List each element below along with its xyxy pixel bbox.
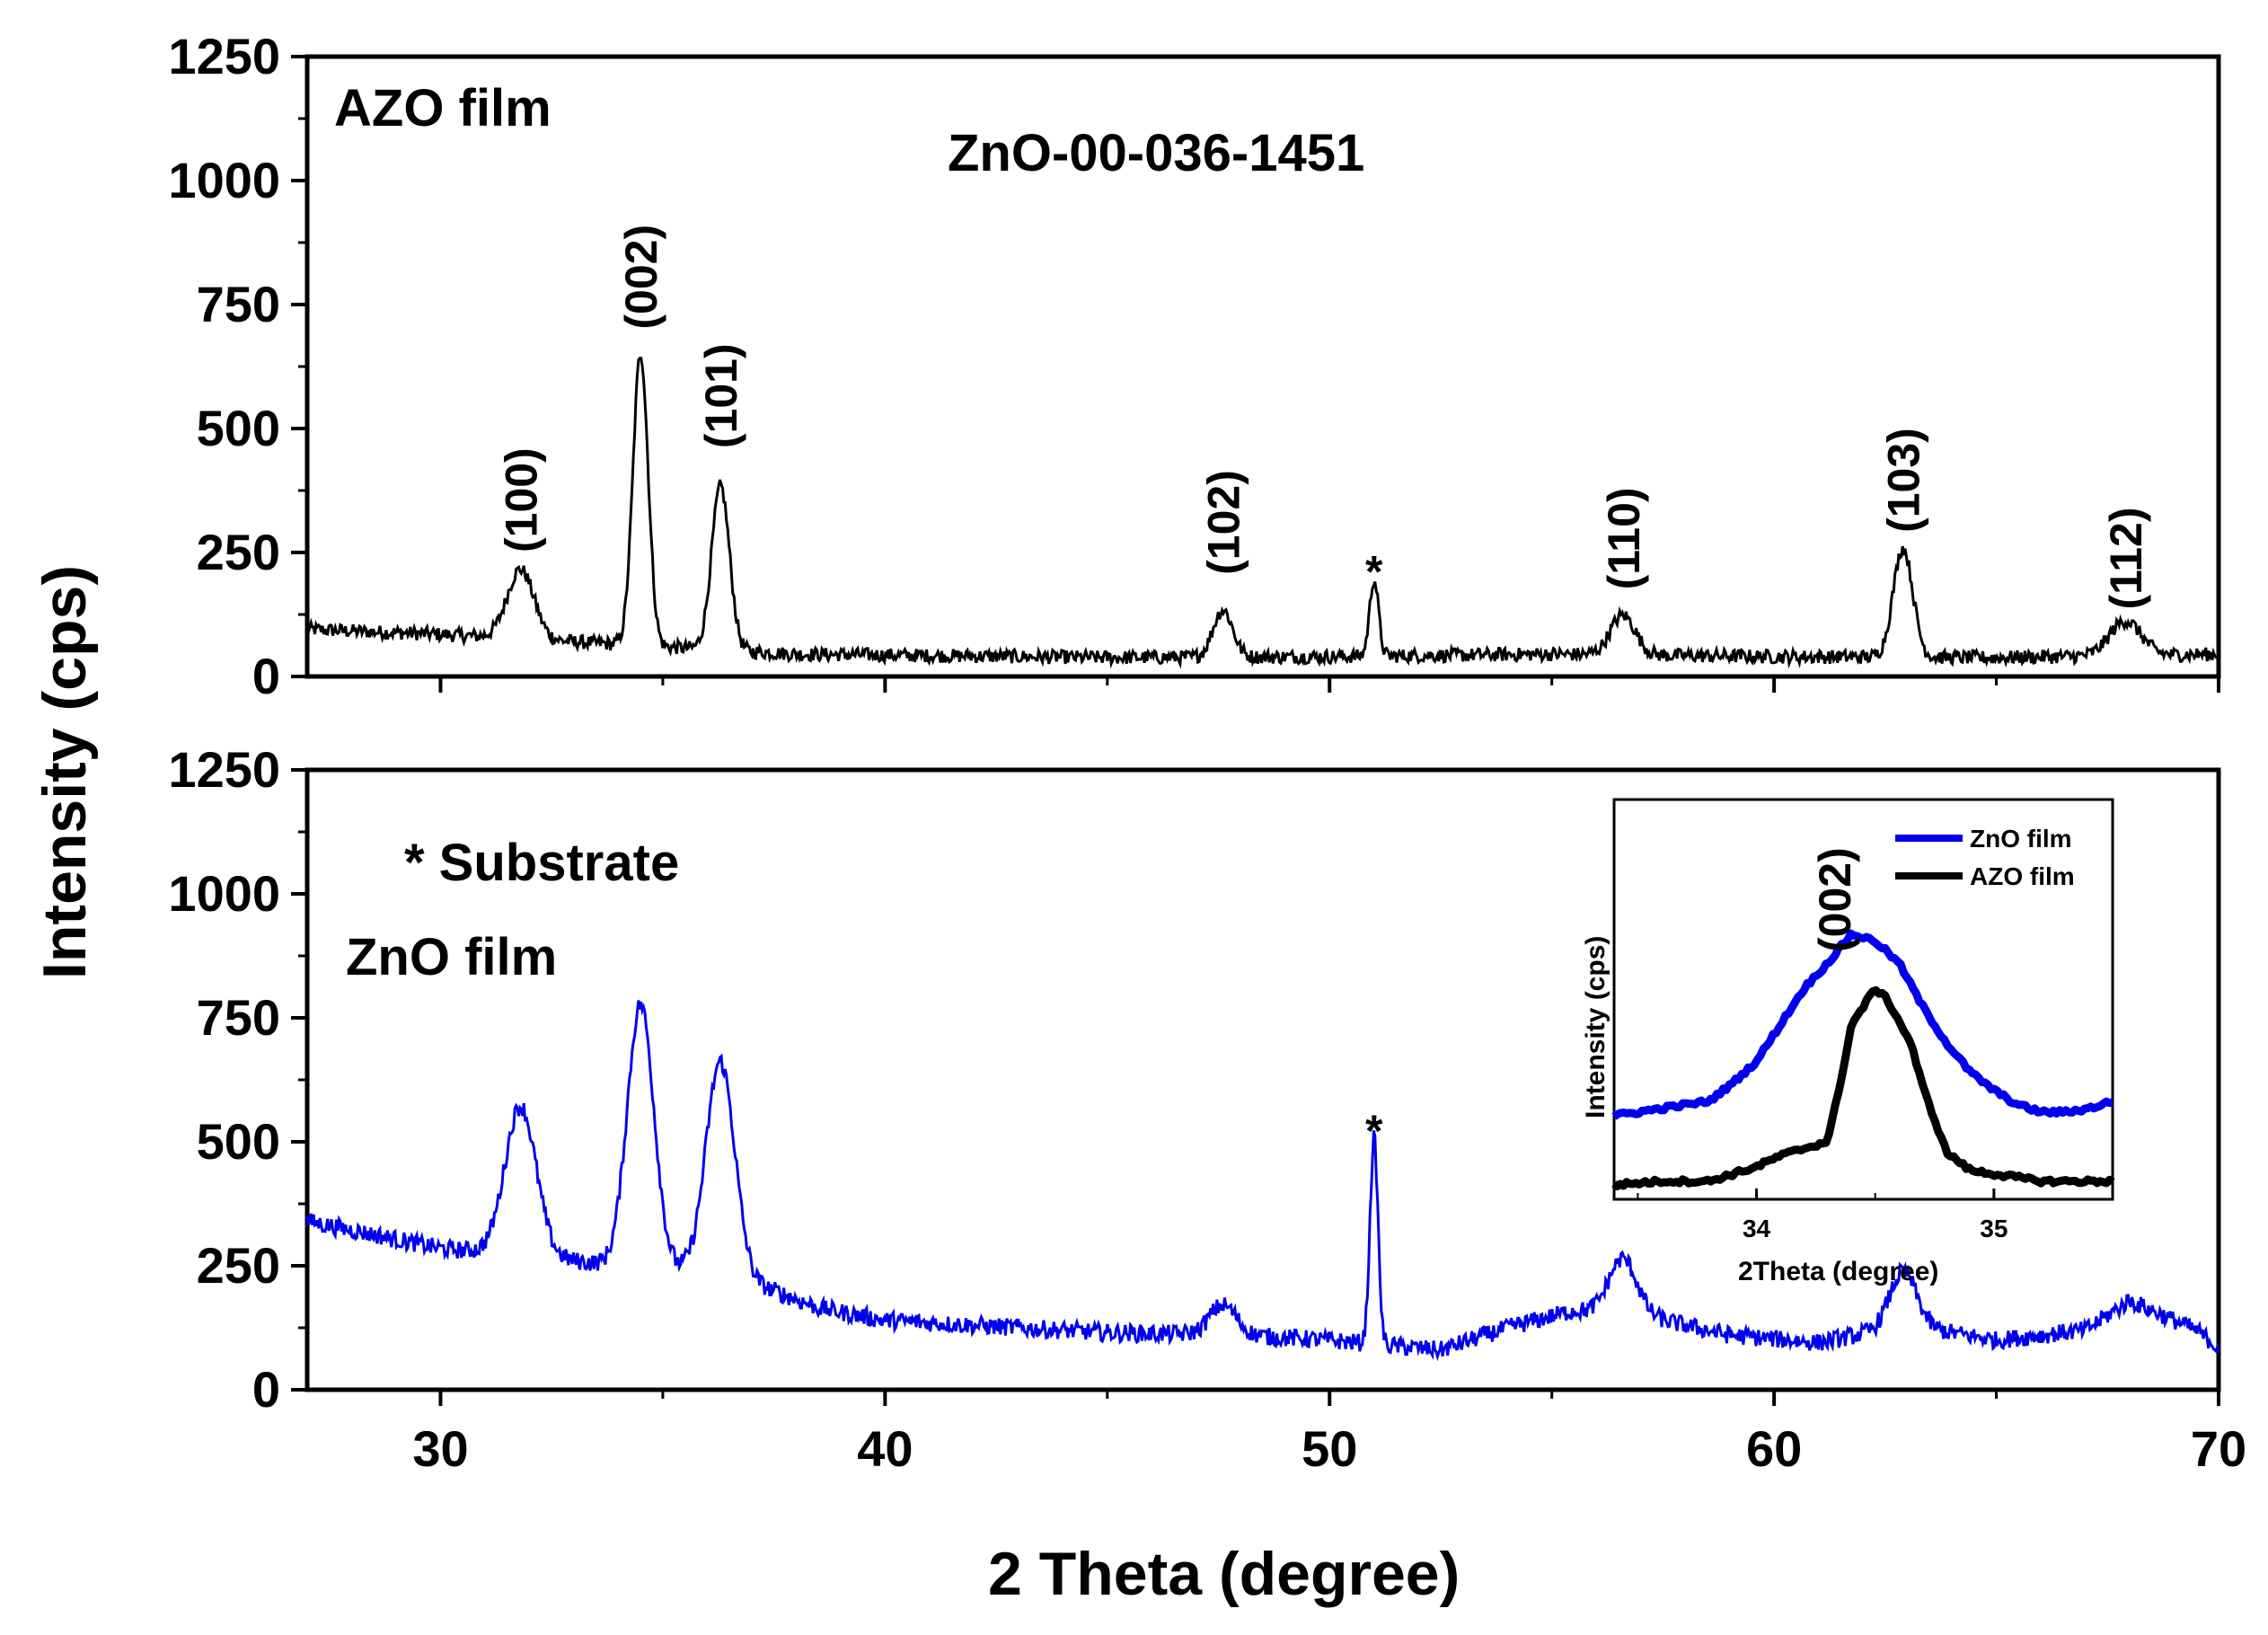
x-tick-label: 30: [412, 1420, 468, 1477]
legend-label-azo: AZO film: [1970, 862, 2075, 890]
azo-y-tick-label: 500: [197, 400, 280, 456]
azo-x-ticks: [438, 676, 2220, 693]
azo-peak-annotation: (100): [497, 447, 547, 552]
x-tick-label: 40: [857, 1420, 913, 1477]
azo-peak-annotation: (103): [1879, 428, 1929, 533]
inset-zno-line: [1611, 929, 2114, 1120]
azo-peak-annotation: (102): [1198, 470, 1249, 575]
zno-y-tick-label: 1000: [168, 865, 280, 922]
azo-peak-annotation: (112): [2101, 508, 2151, 610]
azo-y-tick-label: 1000: [168, 152, 280, 208]
x-axis-title: 2 Theta (degree): [988, 1540, 1460, 1608]
azo-peak-annotation: (110): [1599, 487, 1649, 589]
zno-panel-label: ZnO film: [346, 928, 557, 986]
x-tick-label: 70: [2191, 1420, 2246, 1477]
azo-y-tick-label: 250: [197, 524, 280, 580]
inset-chart: 34 35 ZnO film AZO film (002) Intensity (…: [1581, 798, 2115, 1286]
zno-y-tick-label: 1250: [168, 741, 280, 798]
azo-y-tick-label: 0: [252, 648, 280, 704]
legend-label-zno: ZnO film: [1970, 825, 2072, 853]
zno-panel: 0 250 500 750 1000 1250 30 40 50 60 70 * * Substr…: [168, 741, 2246, 1477]
zno-y-tick-label: 750: [197, 989, 280, 1046]
zno-y-tick-label: 250: [197, 1237, 280, 1294]
azo-peak-annotation: (101): [696, 343, 746, 448]
x-tick-label: 60: [1746, 1420, 1802, 1477]
inset-x-ticks: 34 35: [1637, 1189, 2114, 1242]
zno-y-tick-label: 0: [252, 1361, 280, 1418]
azo-series-line: [305, 357, 2219, 669]
substrate-legend-note: * Substrate: [404, 834, 679, 892]
inset-x-axis-title: 2Theta (degree): [1738, 1257, 1938, 1286]
zno-y-ticks: 0 250 500 750 1000 1250: [168, 741, 307, 1418]
azo-peak-labels: (100) (002) (101) (102) * (110) (103) (112): [497, 225, 2152, 610]
azo-panel-label: AZO film: [334, 79, 552, 137]
zno-y-tick-label: 500: [197, 1113, 280, 1170]
azo-panel: 0 250 500 750 1000 1250 (100) (002) (101) (102) *…: [168, 28, 2221, 704]
y-axis-title: Intensity (cps): [31, 565, 99, 979]
zno-series-line: [305, 1000, 2220, 1362]
inset-x-tick-label: 34: [1743, 1215, 1771, 1242]
azo-y-ticks: 0 250 500 750 1000 1250: [168, 28, 307, 704]
zno-peak-labels: *: [1365, 1106, 1383, 1156]
zno-x-ticks: 30 40 50 60 70: [412, 1390, 2246, 1477]
inset-legend: ZnO film AZO film: [1895, 825, 2075, 890]
inset-peak-label: (002): [1810, 847, 1860, 952]
azo-peak-annotation: (002): [616, 225, 666, 330]
inset-y-axis-title: Intensity (cps): [1581, 936, 1611, 1118]
inset-azo-line: [1611, 985, 2115, 1190]
x-tick-label: 50: [1302, 1420, 1357, 1477]
azo-y-tick-label: 1250: [168, 28, 280, 84]
azo-y-tick-label: 750: [197, 276, 280, 332]
inset-x-tick-label: 35: [1980, 1215, 2008, 1242]
zno-peak-annotation: *: [1365, 1106, 1383, 1156]
reference-card-label: ZnO-00-036-1451: [948, 124, 1364, 182]
azo-peak-annotation: *: [1365, 546, 1383, 597]
